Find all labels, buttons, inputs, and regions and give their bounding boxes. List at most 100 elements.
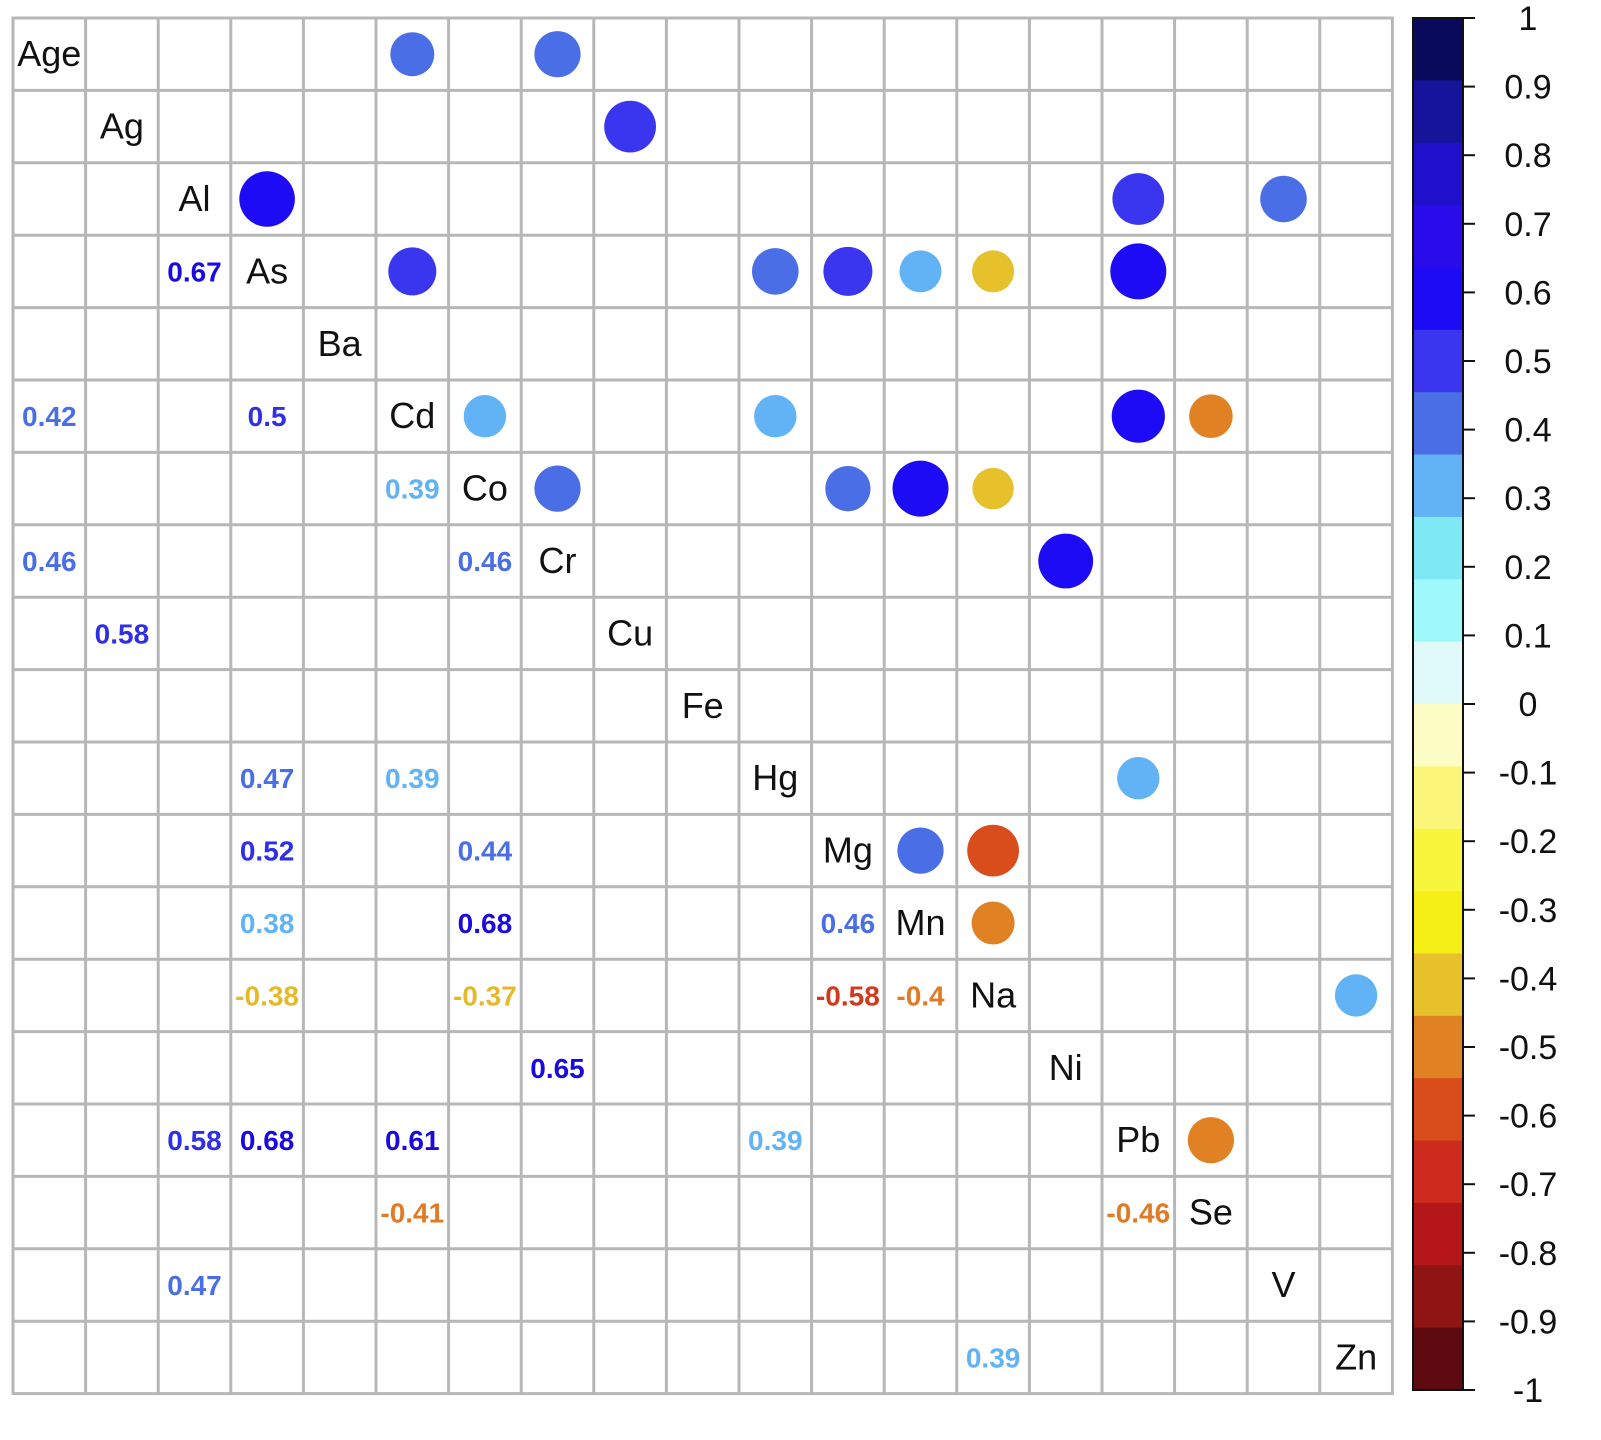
corr-value-se-pb: -0.46 — [1106, 1198, 1170, 1229]
corr-circle-al-as — [239, 171, 295, 227]
corr-value-na-co: -0.37 — [453, 980, 517, 1011]
colorbar-tick-label: 0.5 — [1504, 343, 1551, 381]
corr-circle-al-v — [1260, 175, 1307, 223]
corr-value-cu-ag: 0.58 — [95, 618, 150, 649]
corr-circle-ag-cu — [604, 100, 656, 153]
corr-circle-al-pb — [1112, 173, 1165, 225]
colorbar-segment — [1413, 1078, 1463, 1142]
corr-value-mn-as: 0.38 — [240, 908, 295, 939]
colorbar-segment — [1413, 766, 1463, 830]
colorbar-tick-label: -0.5 — [1499, 1029, 1558, 1067]
colorbar-tick-label: -0.3 — [1499, 892, 1558, 930]
corr-value-mn-mg: 0.46 — [821, 908, 876, 939]
corr-circle-as-na — [972, 250, 1015, 293]
colorbar-segment — [1413, 454, 1463, 518]
colorbar-segment — [1413, 142, 1463, 206]
corr-circle-pb-se — [1187, 1117, 1234, 1164]
diagonal-label-cr: Cr — [539, 540, 577, 581]
diagonal-label-mg: Mg — [823, 830, 873, 871]
corr-value-as-al: 0.67 — [167, 256, 222, 287]
colorbar-segment — [1413, 828, 1463, 892]
colorbar-segment — [1413, 205, 1463, 269]
corr-value-ni-cr: 0.65 — [530, 1053, 585, 1084]
colorbar-segment — [1413, 704, 1463, 767]
diagonal-label-zn: Zn — [1335, 1336, 1377, 1377]
correlation-circles — [239, 31, 1378, 1164]
corr-circle-co-cr — [534, 465, 581, 512]
diagonal-label-ag: Ag — [100, 106, 144, 147]
variable-labels: Age Ag Al As Ba Cd Co Cr Cu Fe Hg Mg Mn Na Ni Pb Se V Zn — [17, 33, 1377, 1377]
diagonal-label-hg: Hg — [752, 757, 798, 798]
corr-circle-mg-mn — [897, 827, 944, 874]
corr-circle-cd-co — [463, 395, 507, 438]
corr-value-v-al: 0.47 — [167, 1270, 222, 1301]
colorbar-segment — [1413, 1265, 1463, 1329]
corr-value-na-mg: -0.58 — [816, 980, 880, 1011]
diagonal-label-v: V — [1271, 1264, 1295, 1305]
colorbar-tick-label: -0.8 — [1499, 1235, 1558, 1273]
colorbar-tick-label: 0.2 — [1504, 549, 1551, 587]
colorbar-segment — [1413, 641, 1463, 705]
matrix-grid — [11, 16, 1394, 1396]
corr-circle-co-na — [972, 467, 1014, 510]
corr-circle-age-cr — [534, 31, 581, 78]
colorbar-tick-label: -1 — [1513, 1372, 1543, 1410]
corr-value-na-as: -0.38 — [235, 980, 299, 1011]
corr-circle-mg-na — [967, 824, 1019, 877]
corr-value-cr-co: 0.46 — [458, 546, 513, 577]
colorbar-tick-label: -0.4 — [1499, 960, 1558, 998]
corr-circle-co-mn — [892, 460, 949, 517]
diagonal-label-al: Al — [178, 178, 210, 219]
colorbar-tick-label: 0.1 — [1504, 617, 1551, 655]
diagonal-label-mn: Mn — [895, 902, 945, 943]
corr-circle-as-mn — [899, 250, 942, 293]
corr-circle-cd-hg — [754, 395, 797, 438]
colorbar-segment — [1413, 953, 1463, 1017]
corr-value-hg-cd: 0.39 — [385, 763, 440, 794]
colorbar-segment — [1413, 891, 1463, 955]
colorbar-tick-label: -0.1 — [1499, 755, 1558, 793]
diagonal-label-ba: Ba — [318, 323, 363, 364]
corr-circle-age-cd — [390, 32, 435, 77]
corr-value-pb-cd: 0.61 — [385, 1125, 440, 1156]
corr-value-pb-al: 0.58 — [167, 1125, 222, 1156]
corr-value-na-mn: -0.4 — [896, 980, 945, 1011]
diagonal-label-fe: Fe — [682, 685, 724, 726]
colorbar-tick-label: 0.7 — [1504, 206, 1551, 244]
corr-value-mg-as: 0.52 — [240, 836, 295, 867]
diagonal-label-age: Age — [17, 33, 81, 74]
colorbar-tick-label: -0.2 — [1499, 823, 1558, 861]
corr-circle-na-zn — [1334, 974, 1378, 1017]
colorbar-segment — [1413, 80, 1463, 144]
diagonal-label-pb: Pb — [1116, 1119, 1160, 1160]
corr-value-pb-hg: 0.39 — [748, 1125, 803, 1156]
corr-value-mn-co: 0.68 — [458, 908, 513, 939]
colorbar-tick-label: 0 — [1519, 686, 1538, 724]
corr-value-cr-age: 0.46 — [22, 546, 77, 577]
corr-value-co-cd: 0.39 — [385, 474, 440, 505]
colorbar-tick-label: -0.6 — [1499, 1098, 1558, 1136]
corr-circle-hg-pb — [1117, 757, 1160, 800]
colorbar-segment — [1413, 18, 1463, 81]
corr-value-cd-as: 0.5 — [248, 401, 287, 432]
corr-value-hg-as: 0.47 — [240, 763, 295, 794]
colorbar-tick-label: -0.9 — [1499, 1303, 1558, 1341]
colorbar-segment — [1413, 1202, 1463, 1266]
diagonal-label-se: Se — [1189, 1192, 1233, 1233]
diagonal-label-co: Co — [462, 468, 508, 509]
corr-circle-as-cd — [388, 247, 437, 296]
corr-value-mg-co: 0.44 — [458, 836, 513, 867]
colorbar-tick-label: 0.4 — [1504, 412, 1551, 450]
corr-circle-as-pb — [1110, 243, 1167, 300]
corr-circle-cd-se — [1189, 394, 1233, 439]
corr-value-cd-age: 0.42 — [22, 401, 77, 432]
diagonal-label-na: Na — [970, 974, 1017, 1015]
colorbar-tick-label: 0.9 — [1504, 69, 1551, 107]
diagonal-label-cd: Cd — [389, 395, 435, 436]
matrix-frame — [11, 16, 1394, 1396]
colorbar-segment — [1413, 579, 1463, 643]
corr-circle-cd-pb — [1111, 389, 1165, 443]
colorbar-segment — [1413, 1140, 1463, 1204]
colorbar-tick-label: -0.7 — [1499, 1166, 1558, 1204]
